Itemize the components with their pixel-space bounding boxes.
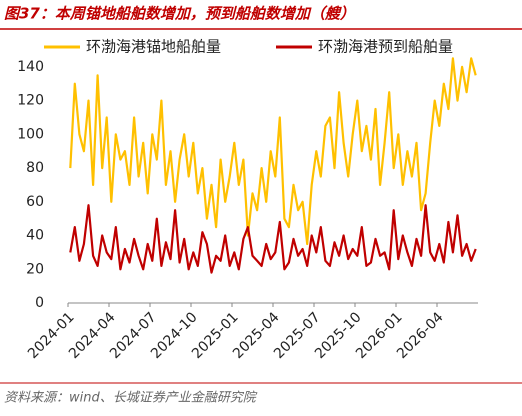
y-tick-label: 0 bbox=[35, 295, 44, 311]
series-line bbox=[69, 204, 477, 274]
y-tick-label: 100 bbox=[17, 126, 44, 142]
source: 资料来源：wind、长城证券产业金融研究院 bbox=[4, 390, 258, 406]
y-tick-label: 120 bbox=[17, 93, 44, 109]
y-tick-label: 20 bbox=[26, 261, 44, 277]
y-tick-label: 80 bbox=[26, 160, 44, 176]
chart-title: 图37：本周锚地船舶数增加，预到船舶数增加（艘） bbox=[4, 5, 355, 23]
legend-label: 环渤海港预到船舶量 bbox=[318, 38, 453, 56]
y-tick-label: 60 bbox=[26, 194, 44, 210]
legend-label: 环渤海港锚地船舶量 bbox=[86, 38, 221, 56]
series-line bbox=[69, 57, 477, 246]
y-tick-label: 40 bbox=[26, 228, 44, 244]
y-tick-label: 140 bbox=[17, 59, 44, 75]
